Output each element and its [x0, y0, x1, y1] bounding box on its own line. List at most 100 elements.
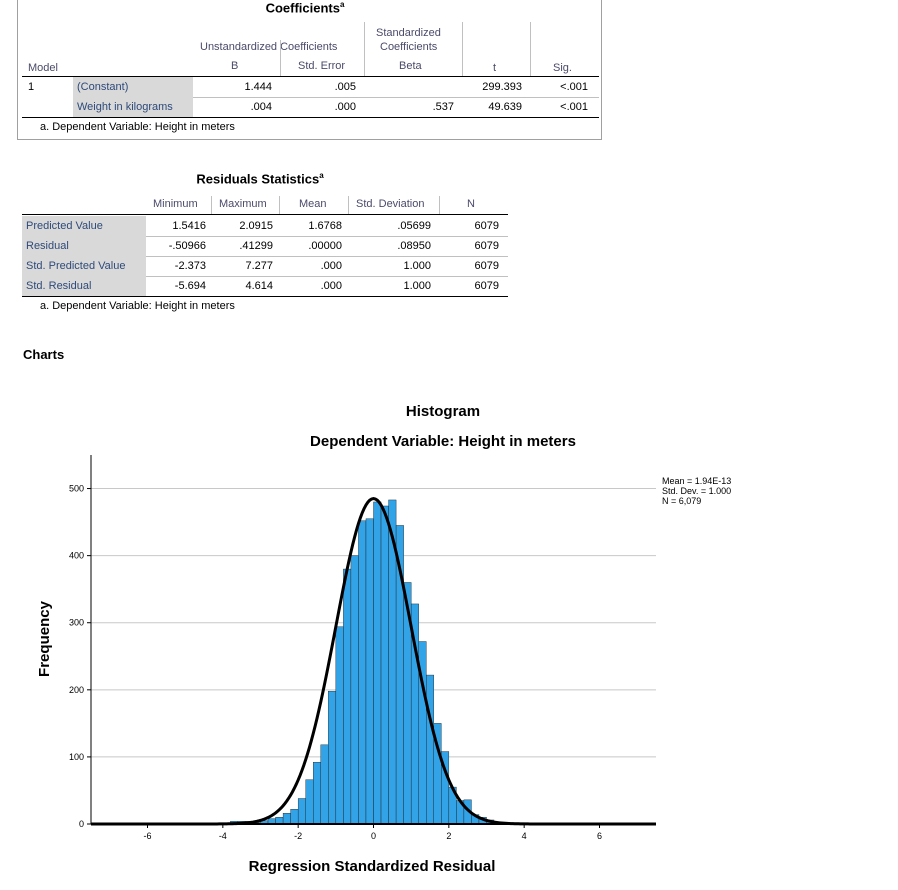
- res-maximum: 2.0915: [239, 220, 273, 232]
- x-tick-label: -4: [219, 831, 227, 841]
- col-t: t: [493, 62, 497, 74]
- coefficients-title-sup: a: [339, 0, 345, 9]
- histogram-bar: [335, 626, 344, 825]
- res-maximum: .41299: [239, 240, 273, 252]
- coef-col-sep: [530, 22, 531, 76]
- res-row-label: Std. Residual: [22, 276, 146, 296]
- col-model: Model: [28, 62, 58, 74]
- stats-line: Mean = 1.94E-13: [662, 476, 731, 486]
- coef-bottom-rule: [22, 117, 599, 118]
- histogram-bar: [282, 813, 291, 825]
- coef-row-model: 1: [28, 81, 35, 93]
- col-beta: Beta: [399, 60, 422, 72]
- histogram-chart: Histogram Dependent Variable: Height in …: [36, 403, 731, 875]
- coefficients-title-text: Coefficients: [265, 0, 340, 16]
- col-std-error: Std. Error: [298, 60, 346, 72]
- y-tick-label: 100: [69, 752, 84, 762]
- res-bottom-rule: [22, 296, 508, 297]
- res-row-label: Std. Predicted Value: [22, 256, 146, 276]
- axes: 0 100 200 300 400 500 -6 -4 -2 0 2 4 6: [69, 455, 656, 841]
- coef-t: 299.393: [482, 81, 522, 93]
- coef-std-error: .005: [334, 81, 356, 93]
- coef-t: 49.639: [488, 101, 522, 113]
- histogram-bar: [350, 555, 359, 825]
- histogram-bar: [358, 520, 367, 825]
- res-std-dev: 1.000: [403, 260, 431, 272]
- histogram-bar: [343, 568, 352, 825]
- res-maximum: 4.614: [245, 280, 273, 292]
- x-axis-label: Regression Standardized Residual: [249, 858, 496, 875]
- res-row-rule: [146, 256, 508, 257]
- res-minimum: -2.373: [174, 260, 206, 272]
- coef-sig: <.001: [560, 81, 588, 93]
- res-mean: 1.6768: [308, 220, 342, 232]
- coef-row-rule: [193, 97, 599, 98]
- col-sig: Sig.: [553, 62, 572, 74]
- coef-footnote: a. Dependent Variable: Height in meters: [40, 121, 235, 133]
- standardized-header-l2: Coefficients: [380, 41, 438, 53]
- res-std-dev: 1.000: [403, 280, 431, 292]
- y-tick-label: 0: [79, 819, 84, 829]
- res-row-rule: [146, 236, 508, 237]
- histogram-bar: [320, 744, 329, 825]
- histogram-bar: [365, 518, 374, 825]
- res-n: 6079: [474, 240, 499, 252]
- res-n: 6079: [474, 280, 499, 292]
- col-maximum: Maximum: [219, 198, 267, 210]
- stats-line: Std. Dev. = 1.000: [662, 486, 731, 496]
- res-minimum: -.50966: [168, 240, 206, 252]
- residuals-title-text: Residuals Statistics: [196, 171, 320, 187]
- col-b: B: [231, 60, 239, 72]
- res-row-label: Predicted Value: [22, 216, 146, 236]
- x-tick-label: 4: [522, 831, 527, 841]
- coef-b: .004: [250, 101, 272, 113]
- y-tick-label: 500: [69, 484, 84, 494]
- coef-row-label: (Constant): [73, 77, 193, 97]
- histogram-bar: [275, 817, 284, 825]
- histogram-bar: [313, 762, 321, 825]
- res-header-rule: [22, 214, 508, 215]
- histogram-bar: [380, 505, 389, 825]
- coef-col-sep: [364, 22, 365, 76]
- charts-heading: Charts: [23, 347, 65, 362]
- res-col-sep: [279, 196, 280, 214]
- y-tick-label: 200: [69, 685, 84, 695]
- histogram-bar: [426, 674, 434, 825]
- coef-row-label: Weight in kilograms: [73, 97, 193, 117]
- res-minimum: -5.694: [174, 280, 206, 292]
- coefficients-title: Coefficientsa: [210, 0, 400, 15]
- coef-header-rule: [22, 76, 599, 77]
- y-axis-label: Frequency: [36, 600, 53, 677]
- res-maximum: 7.277: [245, 260, 273, 272]
- res-col-sep: [439, 196, 440, 214]
- col-std-deviation: Std. Deviation: [356, 198, 425, 210]
- unstandardized-header: Unstandardized Coefficients: [200, 41, 338, 53]
- chart-subtitle: Dependent Variable: Height in meters: [310, 433, 576, 450]
- res-std-dev: .08950: [397, 240, 431, 252]
- coef-sig: <.001: [560, 101, 588, 113]
- res-col-sep: [211, 196, 212, 214]
- residuals-title-sup: a: [319, 171, 324, 180]
- x-tick-label: 6: [597, 831, 602, 841]
- histogram-bar: [297, 798, 306, 825]
- y-tick-label: 300: [69, 618, 84, 628]
- coef-beta: .537: [432, 101, 454, 113]
- coef-b: 1.444: [244, 81, 272, 93]
- res-mean: .000: [320, 280, 342, 292]
- x-tick-label: 2: [446, 831, 451, 841]
- res-minimum: 1.5416: [172, 220, 206, 232]
- histogram-bar: [328, 690, 337, 825]
- col-n: N: [467, 198, 475, 210]
- coef-std-error: .000: [334, 101, 356, 113]
- y-tick-label: 400: [69, 551, 84, 561]
- res-std-dev: .05699: [397, 220, 431, 232]
- coef-col-sep: [462, 22, 463, 76]
- col-mean: Mean: [299, 198, 327, 210]
- histogram-bar: [373, 501, 382, 825]
- x-tick-label: -6: [143, 831, 151, 841]
- stats-line: N = 6,079: [662, 496, 701, 506]
- chart-title: Histogram: [406, 403, 480, 420]
- coefficients-panel: [17, 0, 602, 140]
- x-tick-label: -2: [294, 831, 302, 841]
